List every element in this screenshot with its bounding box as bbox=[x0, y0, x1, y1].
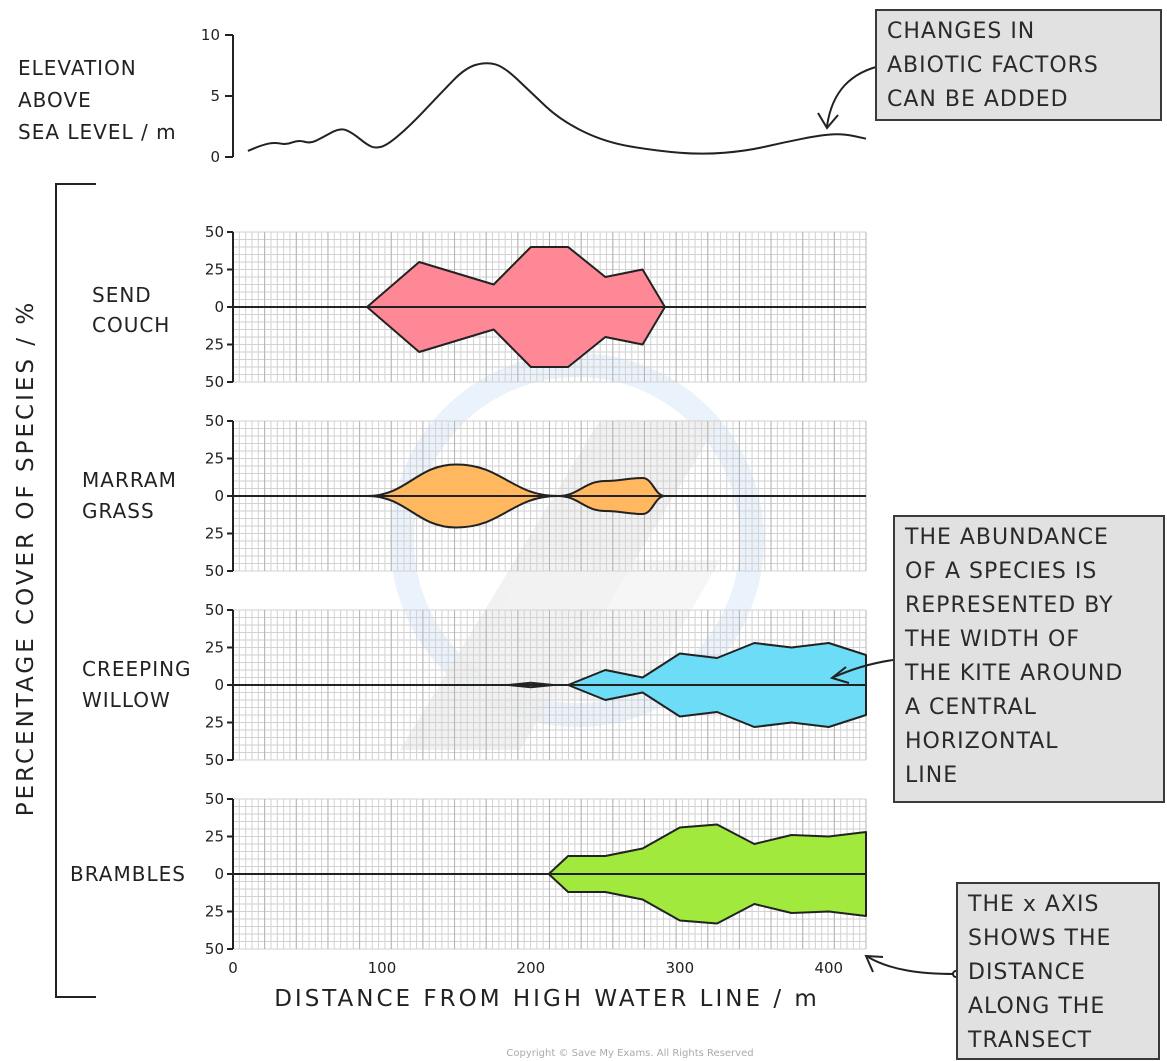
panel-tick-label: 50 bbox=[205, 562, 224, 580]
elevation-axis: 10 5 0 bbox=[201, 26, 234, 166]
copyright-text: Copyright © Save My Exams. All Rights Re… bbox=[506, 1048, 753, 1059]
y-axis-label: PERCENTAGE COVER OF SPECIES / % bbox=[13, 300, 39, 816]
x-axis-label: DISTANCE FROM HIGH WATER LINE / m bbox=[274, 986, 820, 1012]
elevation-tick-label: 0 bbox=[210, 148, 220, 166]
x-axis-arrowhead bbox=[864, 954, 884, 973]
panel-creeping-willow: 50 25 0 25 50 bbox=[205, 601, 867, 769]
callout-abiotic-line-3: CAN BE ADDED bbox=[887, 87, 1069, 112]
callout-x-axis-line-3: DISTANCE bbox=[968, 960, 1086, 985]
panel-tick-label: 25 bbox=[205, 336, 224, 354]
species-label-willow-1: CREEPING bbox=[82, 657, 192, 681]
x-tick-label: 200 bbox=[517, 959, 546, 977]
panel-tick-label: 25 bbox=[205, 261, 224, 279]
callout-abundance-line-1: THE ABUNDANCE bbox=[905, 525, 1109, 550]
callout-abundance: THE ABUNDANCE OF A SPECIES IS REPRESENTE… bbox=[893, 515, 1165, 803]
callout-abundance-line-4: THE WIDTH OF bbox=[905, 627, 1081, 652]
panel-tick-label: 25 bbox=[205, 525, 224, 543]
x-tick-label: 100 bbox=[368, 959, 397, 977]
species-label-send-couch-2: COUCH bbox=[92, 313, 171, 337]
panel-tick-label: 25 bbox=[205, 714, 224, 732]
callout-abundance-line-8: LINE bbox=[905, 763, 959, 788]
callout-x-axis: THE x AXIS SHOWS THE DISTANCE ALONG THE … bbox=[956, 882, 1160, 1060]
species-label-willow-2: WILLOW bbox=[82, 688, 171, 712]
panel-tick-label: 25 bbox=[205, 639, 224, 657]
callout-x-axis-line-4: ALONG THE bbox=[968, 994, 1106, 1019]
x-axis-ticks: 0 100 200 300 400 bbox=[228, 959, 843, 977]
panel-tick-label: 50 bbox=[205, 751, 224, 769]
panel-tick-label: 25 bbox=[205, 903, 224, 921]
elevation-tick-label: 5 bbox=[210, 87, 220, 105]
callout-x-axis-line-2: SHOWS THE bbox=[968, 926, 1112, 951]
x-axis-arrow bbox=[867, 956, 956, 975]
panel-send-couch: 50 25 0 25 50 bbox=[205, 223, 867, 391]
species-label-brambles: BRAMBLES bbox=[70, 862, 186, 886]
x-tick-label: 0 bbox=[228, 959, 238, 977]
species-label-send-couch-1: SEND bbox=[92, 283, 152, 307]
elevation-profile-line bbox=[247, 62, 867, 155]
callout-abundance-line-6: A CENTRAL bbox=[905, 695, 1037, 720]
panel-tick-label: 50 bbox=[205, 790, 224, 808]
panel-tick-label: 25 bbox=[205, 450, 224, 468]
panel-tick-label: 50 bbox=[205, 412, 224, 430]
callout-x-axis-line-1: THE x AXIS bbox=[968, 892, 1100, 917]
x-tick-label: 400 bbox=[814, 959, 843, 977]
panel-tick-label: 0 bbox=[214, 487, 224, 505]
callout-abiotic-line-1: CHANGES IN bbox=[887, 19, 1036, 44]
elevation-tick-label: 10 bbox=[201, 26, 220, 44]
panel-tick-label: 50 bbox=[205, 940, 224, 958]
callout-abundance-line-2: OF A SPECIES IS bbox=[905, 559, 1098, 584]
panel-tick-label: 0 bbox=[214, 676, 224, 694]
y-axis-bracket bbox=[55, 183, 96, 998]
annotation-arrows bbox=[817, 61, 960, 978]
elevation-label-line-3: SEA LEVEL / m bbox=[18, 120, 177, 144]
panel-tick-label: 50 bbox=[205, 223, 224, 241]
callout-abiotic: CHANGES IN ABIOTIC FACTORS CAN BE ADDED bbox=[875, 9, 1162, 121]
species-panels: 50 25 0 25 50 50 25 0 25 50 50 25 0 25 50 50 25 0 25 50 bbox=[205, 223, 867, 958]
species-label-marram-2: GRASS bbox=[82, 499, 155, 523]
panel-marram-grass: 50 25 0 25 50 bbox=[205, 412, 867, 580]
abundance-arrowhead bbox=[829, 666, 850, 684]
panel-tick-label: 50 bbox=[205, 601, 224, 619]
callout-abiotic-line-2: ABIOTIC FACTORS bbox=[887, 53, 1099, 78]
panel-tick-label: 0 bbox=[214, 865, 224, 883]
elevation-label-line-2: ABOVE bbox=[18, 88, 92, 112]
species-label-marram-1: MARRAM bbox=[82, 468, 177, 492]
elevation-label-line-1: ELEVATION bbox=[18, 56, 137, 80]
x-tick-label: 300 bbox=[666, 959, 695, 977]
panel-tick-label: 50 bbox=[205, 373, 224, 391]
panel-tick-label: 0 bbox=[214, 298, 224, 316]
callout-x-axis-line-5: TRANSECT bbox=[968, 1028, 1093, 1053]
callout-abundance-line-7: HORIZONTAL bbox=[905, 729, 1059, 754]
abiotic-arrow bbox=[826, 64, 885, 127]
callout-abundance-line-5: THE KITE AROUND bbox=[905, 661, 1124, 686]
abiotic-arrowhead bbox=[817, 112, 839, 130]
panel-tick-label: 25 bbox=[205, 828, 224, 846]
panel-brambles: 50 25 0 25 50 bbox=[205, 790, 867, 958]
callout-abundance-line-3: REPRESENTED BY bbox=[905, 593, 1114, 618]
